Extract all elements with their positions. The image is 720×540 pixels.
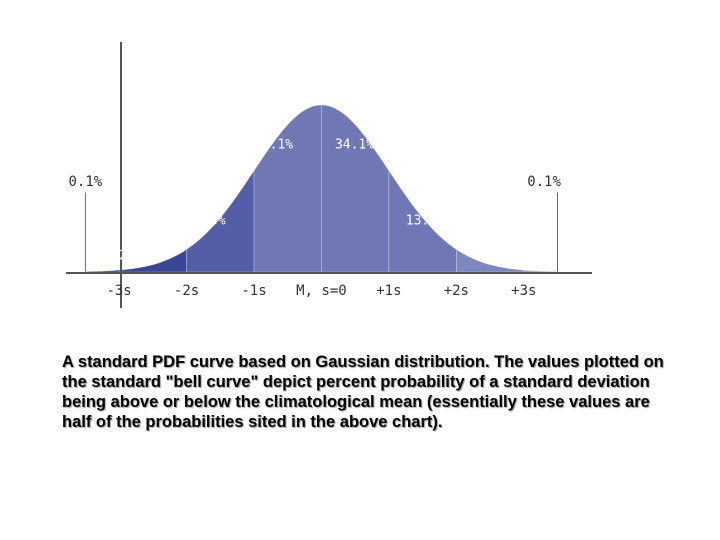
percent-label-4: 34.1%: [254, 138, 293, 153]
percent-label-2: 2.1%: [119, 248, 150, 263]
region-5: [321, 104, 390, 273]
bell-curve-chart: 0.1% 2.1% 13.6% 34.1% 34.1% 13.6% 2.1% 0.1% -3s…: [66, 42, 592, 308]
x-tick-label-3: -1s: [241, 283, 266, 299]
percent-label-5: 34.1%: [335, 138, 374, 153]
percent-label-8: 0.1%: [527, 174, 561, 190]
percent-label-1: 0.1%: [69, 174, 103, 190]
region-1: [85, 269, 120, 273]
x-tick-label-1: -3s: [106, 283, 131, 299]
x-tick-label-5: +1s: [376, 283, 401, 299]
x-tick-labels: -3s -2s -1s M, s=0 +1s +2s +3s: [106, 283, 536, 299]
percent-labels: 0.1% 2.1% 13.6% 34.1% 34.1% 13.6% 2.1% 0.1%: [69, 138, 562, 264]
percent-label-7: 2.1%: [500, 248, 531, 263]
x-tick-label-4: M, s=0: [296, 283, 347, 299]
region-4: [253, 104, 322, 273]
region-7: [456, 248, 525, 273]
x-tick-label-6: +2s: [444, 283, 469, 299]
x-tick-label-2: -2s: [174, 283, 199, 299]
tail-marker-lines: [84, 192, 559, 272]
region-3: [186, 169, 255, 273]
figure-caption: A standard PDF curve based on Gaussian d…: [62, 353, 664, 431]
percent-label-3: 13.6%: [187, 214, 226, 229]
region-8: [523, 269, 558, 273]
region-6: [388, 169, 457, 273]
percent-label-6: 13.6%: [406, 214, 445, 229]
region-2: [118, 248, 187, 273]
curve-regions: [85, 104, 558, 273]
x-tick-label-7: +3s: [511, 283, 536, 299]
